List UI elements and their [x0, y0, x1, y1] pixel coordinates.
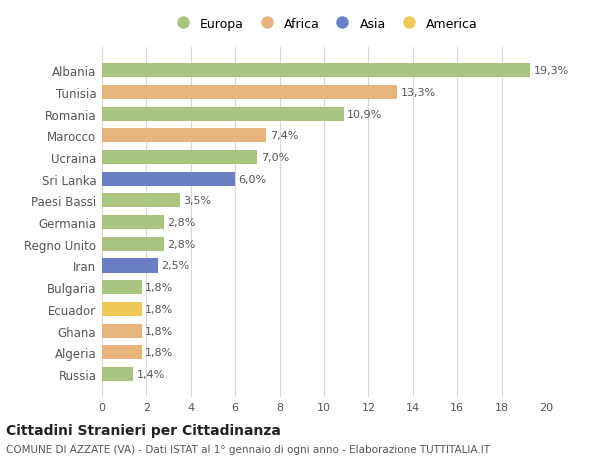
Bar	[102, 280, 142, 295]
Text: 7,0%: 7,0%	[261, 153, 289, 162]
Bar	[102, 216, 164, 230]
Text: Cittadini Stranieri per Cittadinanza: Cittadini Stranieri per Cittadinanza	[6, 423, 281, 437]
Text: COMUNE DI AZZATE (VA) - Dati ISTAT al 1° gennaio di ogni anno - Elaborazione TUT: COMUNE DI AZZATE (VA) - Dati ISTAT al 1°…	[6, 444, 490, 454]
Bar	[102, 237, 164, 251]
Bar	[102, 259, 158, 273]
Text: 2,5%: 2,5%	[161, 261, 189, 271]
Bar	[102, 107, 344, 122]
Bar	[102, 302, 142, 316]
Legend: Europa, Africa, Asia, America: Europa, Africa, Asia, America	[165, 12, 483, 35]
Text: 19,3%: 19,3%	[534, 66, 569, 76]
Text: 10,9%: 10,9%	[347, 109, 383, 119]
Text: 2,8%: 2,8%	[167, 239, 196, 249]
Bar	[102, 151, 257, 165]
Text: 3,5%: 3,5%	[183, 196, 211, 206]
Bar	[102, 129, 266, 143]
Bar	[102, 64, 530, 78]
Bar	[102, 172, 235, 186]
Bar	[102, 367, 133, 381]
Bar	[102, 346, 142, 359]
Text: 1,8%: 1,8%	[145, 283, 173, 292]
Text: 2,8%: 2,8%	[167, 218, 196, 228]
Bar	[102, 324, 142, 338]
Bar	[102, 194, 180, 208]
Text: 13,3%: 13,3%	[401, 88, 436, 98]
Text: 1,8%: 1,8%	[145, 347, 173, 358]
Text: 1,8%: 1,8%	[145, 304, 173, 314]
Text: 7,4%: 7,4%	[269, 131, 298, 141]
Bar	[102, 86, 397, 100]
Text: 6,0%: 6,0%	[239, 174, 266, 185]
Text: 1,8%: 1,8%	[145, 326, 173, 336]
Text: 1,4%: 1,4%	[136, 369, 164, 379]
